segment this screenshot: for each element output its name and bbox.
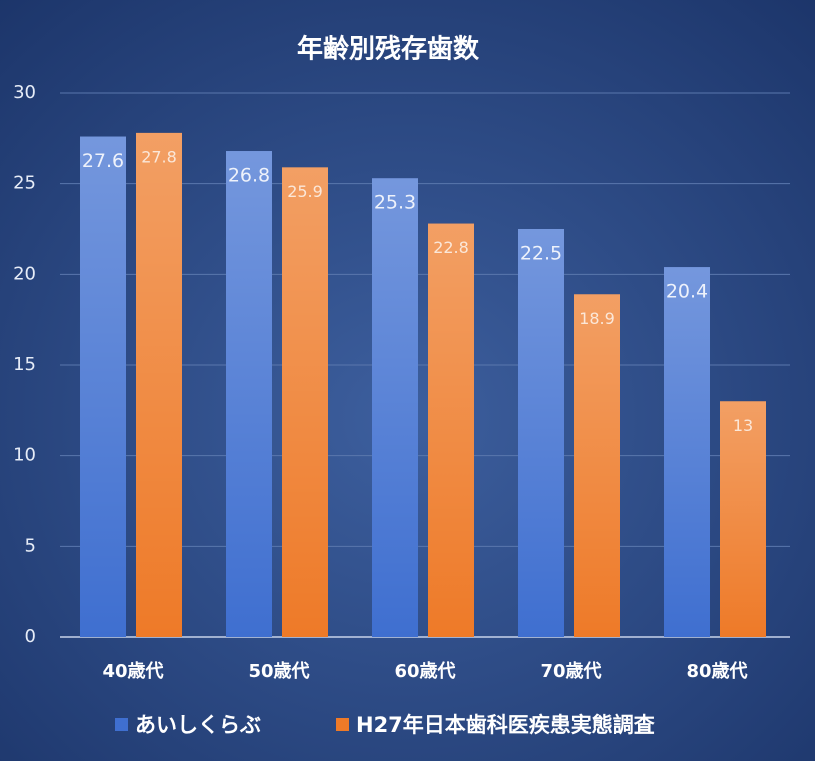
y-tick-label: 30 bbox=[13, 82, 36, 103]
data-label: 13 bbox=[733, 416, 753, 435]
legend-label: あいしくらぶ bbox=[135, 713, 261, 737]
data-label: 18.9 bbox=[579, 309, 615, 328]
y-tick-label: 5 bbox=[25, 535, 36, 556]
bar-shine bbox=[720, 401, 766, 637]
bar-shine bbox=[574, 294, 620, 637]
x-tick-label: 60歳代 bbox=[394, 661, 455, 682]
bar-shine bbox=[136, 132, 182, 638]
bar-shine bbox=[372, 178, 418, 637]
bar-shine bbox=[80, 136, 126, 637]
y-tick-label: 15 bbox=[13, 354, 36, 375]
chart-title: 年齢別残存歯数 bbox=[297, 34, 480, 65]
bar-shine bbox=[518, 229, 564, 637]
bar-shine bbox=[282, 167, 328, 637]
data-label: 27.6 bbox=[82, 150, 124, 172]
bar-shine bbox=[664, 267, 710, 637]
y-tick-label: 25 bbox=[13, 173, 36, 194]
legend-swatch bbox=[336, 718, 349, 731]
bar-shine bbox=[428, 223, 474, 637]
data-label: 22.5 bbox=[520, 243, 562, 265]
data-label: 27.8 bbox=[141, 147, 177, 166]
data-label: 22.8 bbox=[433, 238, 469, 257]
data-label: 26.8 bbox=[228, 165, 270, 187]
x-tick-label: 50歳代 bbox=[248, 661, 309, 682]
legend-label: H27年日本歯科医疾患実態調査 bbox=[356, 713, 655, 737]
data-label: 25.9 bbox=[287, 182, 323, 201]
y-tick-label: 20 bbox=[13, 263, 36, 284]
x-tick-label: 70歳代 bbox=[540, 661, 601, 682]
x-tick-label: 40歳代 bbox=[102, 661, 163, 682]
data-label: 20.4 bbox=[666, 281, 708, 303]
y-tick-label: 10 bbox=[13, 445, 36, 466]
data-label: 25.3 bbox=[374, 192, 416, 214]
x-tick-label: 80歳代 bbox=[686, 661, 747, 682]
legend-swatch bbox=[115, 718, 128, 731]
y-tick-label: 0 bbox=[25, 626, 36, 647]
bar-shine bbox=[226, 151, 272, 637]
